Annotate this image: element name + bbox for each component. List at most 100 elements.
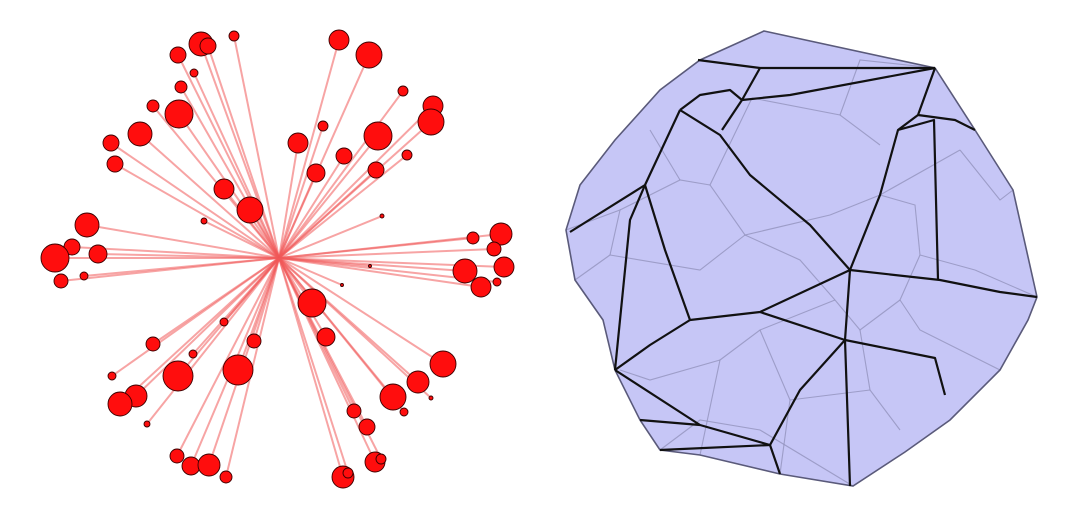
sphere-node-49 [162, 360, 194, 392]
spoke-line-10 [139, 133, 280, 259]
sphere-node-63 [197, 453, 221, 477]
spoke-line-21 [278, 154, 408, 259]
sphere-node-64 [219, 470, 233, 484]
sphere-node-33 [466, 231, 480, 245]
spoke-line-0 [278, 39, 340, 259]
spoke-line-38 [278, 257, 482, 288]
sphere-node-1 [355, 41, 383, 69]
visible-edges [565, 30, 1038, 487]
sphere-node-41 [340, 283, 344, 287]
spoke-line-20 [278, 172, 317, 259]
sphere-node-68 [342, 467, 354, 479]
sphere-node-10 [127, 121, 153, 147]
spoke-line-41 [278, 257, 343, 286]
sphere-node-14 [236, 196, 264, 224]
spoke-line-40 [278, 257, 371, 267]
sphere-node-46 [145, 336, 161, 352]
sphere-node-50 [107, 371, 117, 381]
sphere-node-16 [287, 132, 309, 154]
sphere-node-20 [306, 163, 326, 183]
sphere-node-60 [143, 420, 151, 428]
spoke-line-35 [278, 248, 495, 259]
sphere-node-4 [199, 37, 217, 55]
sphere-node-51 [429, 350, 457, 378]
spoke-line-3 [200, 43, 280, 259]
spoke-line-11 [110, 142, 280, 259]
sphere-node-32 [79, 271, 89, 281]
sphere-node-13 [213, 178, 235, 200]
spoke-line-28 [71, 246, 280, 259]
sphere-node-39 [492, 277, 502, 287]
sphere-node-58 [399, 407, 409, 417]
sphere-node-66 [375, 453, 387, 465]
sphere-nodes [40, 29, 515, 489]
sphere-node-31 [53, 273, 69, 289]
sphere-node-27 [74, 212, 100, 238]
sphere-node-15 [200, 217, 208, 225]
spoke-line-34 [278, 233, 502, 259]
spoke-line-58 [278, 257, 405, 413]
sphere-node-55 [107, 391, 133, 417]
sphere-node-17 [317, 120, 329, 132]
sphere-node-35 [486, 241, 502, 257]
sphere-node-9 [164, 99, 194, 129]
sphere-node-8 [146, 99, 160, 113]
sphere-node-56 [428, 395, 434, 401]
sphere-node-21 [401, 149, 413, 161]
sphere-node-43 [316, 327, 336, 347]
spoke-line-25 [278, 121, 432, 259]
spoke-line-56 [278, 257, 432, 399]
sphere-node-30 [40, 243, 70, 273]
sphere-node-29 [88, 244, 108, 264]
sphere-node-5 [169, 46, 187, 64]
spoke-line-55 [119, 257, 280, 405]
polyhedron-body [566, 31, 1037, 486]
spoke-line-23 [278, 90, 404, 259]
spoke-line-2 [233, 35, 280, 259]
voronoi-polyhedron [565, 30, 1038, 487]
sphere-node-53 [379, 383, 407, 411]
spoke-line-60 [146, 257, 280, 425]
sphere-node-40 [368, 264, 372, 268]
spoke-line-12 [114, 163, 280, 259]
spoke-line-18 [278, 135, 379, 259]
sphere-node-26 [379, 213, 385, 219]
sphere-node-7 [174, 80, 188, 94]
sphere-node-23 [397, 85, 409, 97]
spoke-line-19 [278, 155, 345, 259]
spoke-line-27 [86, 224, 280, 259]
spoke-line-51 [278, 257, 444, 365]
spoke-line-26 [278, 215, 383, 259]
sphere-node-42 [297, 288, 327, 318]
sphere-node-25 [417, 108, 445, 136]
sphere-node-37 [493, 256, 515, 278]
sphere-node-34 [489, 222, 513, 246]
sphere-node-0 [328, 29, 350, 51]
sphere-node-52 [406, 370, 430, 394]
sphere-node-19 [335, 147, 353, 165]
sphere-node-47 [188, 349, 198, 359]
sphere-node-22 [367, 161, 385, 179]
sphere-node-57 [346, 403, 362, 419]
spoke-line-24 [278, 105, 434, 259]
spoke-line-61 [176, 257, 280, 457]
spoke-line-5 [177, 54, 280, 259]
sphere-node-44 [219, 317, 229, 327]
spoke-line-6 [193, 72, 280, 259]
sphere-node-11 [102, 134, 120, 152]
spoke-line-4 [207, 45, 280, 259]
sphere-node-38 [470, 276, 492, 298]
spoke-line-16 [278, 142, 299, 259]
sphere-node-18 [363, 121, 393, 151]
sphere-node-61 [169, 448, 185, 464]
sphere-node-62 [181, 456, 201, 476]
sphere-node-45 [246, 333, 262, 349]
radial-sphere-diagram [40, 29, 515, 489]
sphere-node-12 [106, 155, 124, 173]
spoke-line-68 [278, 257, 349, 474]
spoke-line-15 [203, 220, 280, 259]
sphere-node-48 [222, 354, 254, 386]
spoke-line-17 [278, 125, 324, 259]
sphere-node-2 [228, 30, 240, 42]
